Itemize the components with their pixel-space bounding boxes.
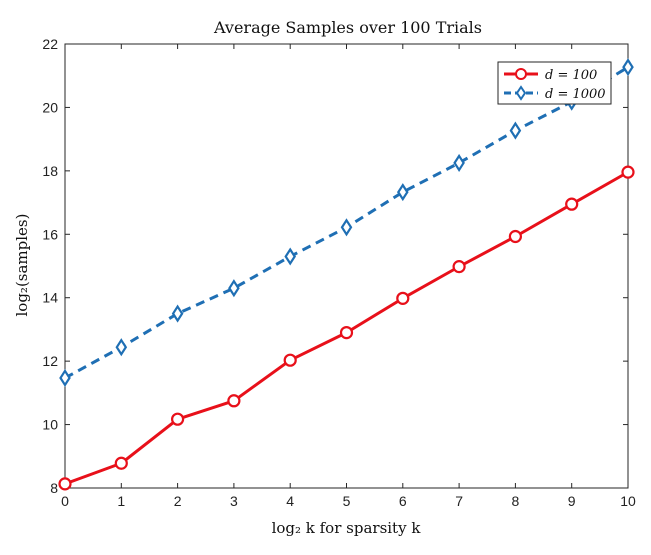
x-tick-label: 9: [568, 493, 576, 509]
data-point: [171, 304, 184, 323]
x-tick-label: 7: [455, 493, 463, 509]
y-tick-label: 18: [42, 163, 58, 179]
data-point: [114, 456, 128, 470]
data-point: [340, 218, 353, 237]
plot-frame: [64, 43, 629, 489]
x-tick-label: 10: [620, 493, 636, 509]
data-point: [58, 477, 72, 491]
x-axis-label: log₂ k for sparsity k: [272, 519, 422, 537]
data-point: [283, 353, 297, 367]
data-point: [171, 412, 185, 426]
y-tick-label: 12: [42, 353, 58, 369]
x-tick-label: 5: [343, 493, 351, 509]
x-tick-label: 0: [61, 493, 69, 509]
data-point: [115, 338, 128, 357]
legend-entry: d = 1000: [504, 85, 606, 102]
x-tick-label: 4: [286, 493, 294, 509]
series-1: [59, 58, 634, 387]
x-tick-label: 6: [399, 493, 407, 509]
data-point: [453, 153, 465, 172]
series-group: [58, 58, 635, 491]
legend-marker: [515, 85, 527, 101]
data-point: [452, 260, 466, 274]
legend-label: d = 100: [545, 68, 597, 83]
legend-marker: [515, 68, 527, 80]
y-tick-label: 22: [42, 36, 58, 52]
y-axis-label: log₂(samples): [13, 214, 31, 317]
chart-title: Average Samples over 100 Trials: [213, 18, 482, 37]
x-tick-label: 3: [230, 493, 238, 509]
data-point: [565, 197, 579, 211]
x-tick-label: 2: [174, 493, 182, 509]
data-point: [227, 394, 241, 408]
data-point: [284, 247, 297, 266]
legend-box: [497, 61, 612, 105]
y-tick-label: 8: [50, 480, 58, 496]
data-point: [59, 368, 71, 387]
series-0: [58, 165, 635, 491]
data-point: [509, 121, 522, 140]
data-point: [621, 165, 635, 179]
legend-label: d = 1000: [545, 87, 606, 102]
x-tick-label: 8: [512, 493, 520, 509]
y-tick-label: 20: [42, 99, 58, 115]
legend: d = 100 d = 1000: [497, 61, 612, 105]
data-point: [622, 58, 634, 77]
data-point: [396, 291, 410, 305]
y-tick-label: 14: [42, 290, 58, 306]
legend-entry: d = 100: [504, 68, 597, 83]
y-tick-label: 16: [42, 226, 58, 242]
y-tick-label: 10: [42, 417, 58, 433]
data-point: [339, 326, 354, 340]
data-point: [508, 229, 523, 244]
x-tick-label: 1: [117, 493, 125, 509]
data-point: [228, 279, 240, 298]
data-point: [396, 183, 409, 202]
